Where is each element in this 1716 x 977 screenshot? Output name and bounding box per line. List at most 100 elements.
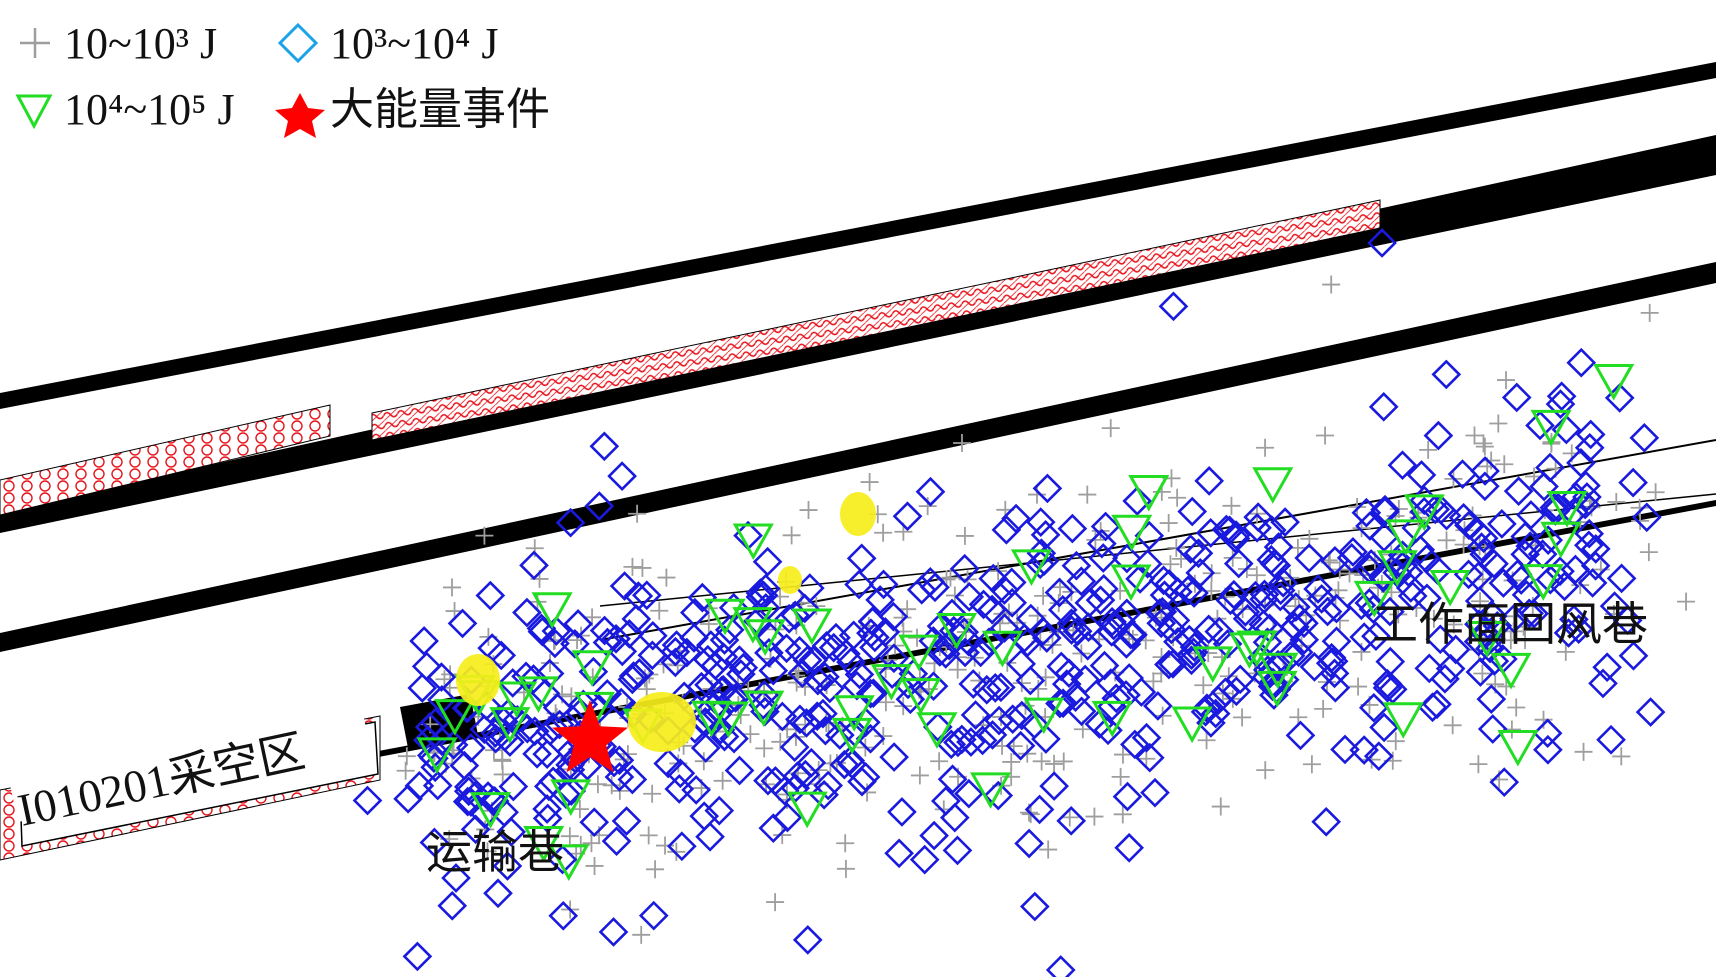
event-diamond bbox=[1535, 564, 1566, 595]
event-diamond bbox=[1574, 518, 1605, 549]
event-plus bbox=[493, 752, 512, 771]
event-plus bbox=[1640, 303, 1659, 322]
event-diamond bbox=[402, 941, 433, 972]
event-plus bbox=[1306, 586, 1325, 605]
event-diamond bbox=[1515, 531, 1546, 561]
event-diamond bbox=[1062, 616, 1093, 647]
event-diamond bbox=[606, 687, 637, 718]
event-diamond bbox=[1372, 668, 1403, 699]
event-diamond bbox=[522, 738, 552, 769]
event-triangle bbox=[1466, 621, 1508, 658]
event-diamond bbox=[1028, 616, 1058, 647]
event-diamond bbox=[1423, 420, 1454, 451]
event-plus bbox=[560, 827, 579, 846]
event-plus bbox=[623, 557, 642, 576]
event-diamond bbox=[704, 795, 735, 826]
event-diamond bbox=[790, 759, 821, 790]
event-diamond bbox=[1361, 621, 1391, 652]
event-plus bbox=[1144, 672, 1163, 691]
event-diamond bbox=[1001, 503, 1031, 534]
event-diamond bbox=[954, 778, 984, 809]
event-plus bbox=[1032, 752, 1051, 771]
event-diamond bbox=[755, 622, 786, 653]
event-plus bbox=[1489, 414, 1508, 433]
event-diamond bbox=[1046, 651, 1077, 682]
event-triangle bbox=[1128, 475, 1170, 512]
event-diamond bbox=[1566, 448, 1596, 478]
event-diamond bbox=[1370, 494, 1400, 525]
event-diamond bbox=[686, 671, 717, 702]
event-diamond bbox=[895, 684, 926, 715]
event-diamond bbox=[1132, 549, 1163, 579]
event-diamond bbox=[1221, 520, 1251, 550]
event-diamond bbox=[638, 900, 669, 931]
event-diamond bbox=[496, 817, 527, 847]
event-diamond bbox=[1635, 697, 1666, 727]
event-diamond bbox=[1173, 575, 1203, 606]
event-plus bbox=[1437, 531, 1456, 550]
event-diamond bbox=[530, 678, 561, 709]
event-diamond bbox=[884, 838, 914, 869]
event-diamond bbox=[1193, 614, 1224, 645]
event-diamond bbox=[1230, 597, 1261, 627]
event-diamond bbox=[906, 574, 937, 605]
event-diamond bbox=[1175, 534, 1206, 564]
event-diamond bbox=[878, 601, 909, 632]
event-diamond bbox=[1112, 543, 1142, 574]
event-diamond bbox=[1032, 473, 1063, 504]
event-plus bbox=[1471, 592, 1490, 611]
event-plus bbox=[952, 434, 971, 453]
event-diamond bbox=[942, 835, 973, 866]
event-diamond bbox=[568, 689, 599, 720]
event-diamond bbox=[1559, 604, 1589, 635]
event-diamond bbox=[835, 745, 866, 776]
event-diamond bbox=[1149, 580, 1180, 611]
event-diamond bbox=[1431, 359, 1462, 390]
event-diamond bbox=[868, 569, 899, 600]
event-diamond bbox=[519, 716, 550, 747]
event-plus bbox=[1167, 538, 1186, 557]
event-diamond bbox=[1183, 538, 1214, 569]
event-diamond bbox=[1249, 579, 1280, 610]
event-triangle bbox=[704, 598, 746, 636]
legend-triangle-icon bbox=[15, 94, 53, 130]
event-triangle bbox=[981, 630, 1023, 668]
event-diamond bbox=[1096, 617, 1127, 647]
event-diamond bbox=[1463, 561, 1494, 592]
event-plus bbox=[1612, 747, 1631, 766]
event-plus bbox=[874, 727, 893, 746]
event-plus bbox=[442, 578, 461, 597]
event-diamond bbox=[1477, 601, 1508, 631]
event-diamond bbox=[1566, 347, 1597, 378]
event-diamond bbox=[618, 661, 649, 691]
event-diamond bbox=[437, 890, 468, 921]
event-triangle bbox=[1490, 652, 1532, 690]
event-diamond bbox=[541, 616, 572, 646]
event-diamond bbox=[1369, 712, 1399, 743]
event-plus bbox=[1222, 496, 1241, 515]
event-diamond bbox=[498, 771, 529, 802]
event-plus bbox=[633, 558, 652, 577]
event-diamond bbox=[1320, 672, 1351, 703]
event-diamond bbox=[1158, 649, 1188, 679]
event-diamond bbox=[984, 705, 1014, 736]
major-events bbox=[552, 700, 628, 773]
event-triangle bbox=[1385, 519, 1427, 556]
event-plus bbox=[699, 615, 718, 634]
event-plus bbox=[694, 752, 713, 771]
event-diamond bbox=[1090, 511, 1121, 542]
event-diamond bbox=[1519, 598, 1549, 629]
event-plus bbox=[588, 775, 607, 794]
event-diamond bbox=[563, 609, 593, 639]
event-plus bbox=[1152, 664, 1171, 683]
event-diamond bbox=[631, 580, 662, 611]
event-plus bbox=[1507, 698, 1526, 717]
event-triangle bbox=[791, 608, 833, 646]
event-triangle bbox=[548, 844, 590, 881]
event-diamond bbox=[1158, 291, 1189, 322]
event-plus bbox=[1302, 755, 1321, 774]
event-triangle bbox=[831, 717, 873, 755]
event-diamond bbox=[1056, 615, 1087, 645]
event-diamond bbox=[532, 794, 562, 824]
event-plus bbox=[782, 526, 801, 545]
